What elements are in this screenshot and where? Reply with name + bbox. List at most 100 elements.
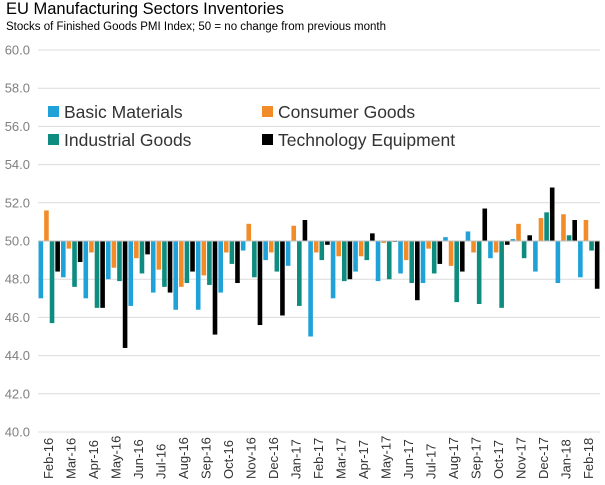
- bar-basic-materials: [240, 241, 246, 251]
- y-tick-label: 50.0: [5, 234, 30, 249]
- bar-industrial-goods: [476, 241, 482, 305]
- bar-consumer-goods: [538, 218, 544, 241]
- bar-basic-materials: [533, 241, 538, 272]
- y-tick-label: 58.0: [5, 81, 30, 96]
- bar-basic-materials: [218, 241, 223, 293]
- bar-technology-equipment: [257, 241, 263, 326]
- bar-technology-equipment: [122, 241, 128, 348]
- bar-basic-materials: [308, 241, 313, 337]
- x-tick-label: Dec-17: [536, 437, 551, 479]
- bar-consumer-goods: [561, 214, 566, 241]
- bar-basic-materials: [128, 241, 134, 306]
- bar-technology-equipment: [370, 233, 375, 241]
- bar-basic-materials: [263, 241, 268, 261]
- x-tick-label: Jun-16: [131, 439, 146, 479]
- x-tick-label: Jun-17: [401, 439, 416, 479]
- bar-consumer-goods: [516, 223, 521, 241]
- bar-basic-materials: [398, 241, 403, 274]
- bar-technology-equipment: [572, 219, 577, 241]
- bar-technology-equipment: [167, 241, 173, 293]
- x-tick-label: Oct-17: [491, 440, 506, 479]
- x-tick-label: Feb-16: [41, 438, 56, 479]
- bar-basic-materials: [38, 241, 44, 299]
- bar-industrial-goods: [252, 241, 257, 278]
- bars: [38, 187, 600, 348]
- bar-technology-equipment: [482, 208, 488, 241]
- bar-industrial-goods: [184, 241, 190, 284]
- bar-consumer-goods: [179, 241, 184, 287]
- bar-basic-materials: [173, 241, 179, 310]
- bar-industrial-goods: [319, 241, 325, 261]
- bar-basic-materials: [150, 241, 156, 293]
- bar-consumer-goods: [426, 241, 431, 249]
- bar-industrial-goods: [364, 241, 370, 261]
- bar-technology-equipment: [459, 241, 465, 272]
- bar-technology-equipment: [504, 241, 510, 245]
- bar-consumer-goods: [493, 241, 499, 253]
- legend-swatch-consumer-goods: [262, 106, 273, 117]
- bar-industrial-goods: [589, 241, 594, 251]
- x-tick-label: Aug-17: [446, 437, 461, 479]
- bar-industrial-goods: [454, 241, 459, 303]
- x-tick-label: Apr-17: [356, 440, 371, 479]
- bar-technology-equipment: [235, 241, 240, 284]
- y-tick-label: 44.0: [5, 348, 30, 363]
- x-tick-label: Sep-17: [468, 437, 483, 479]
- x-tick-label: May-17: [378, 436, 393, 479]
- x-tick-label: Mar-17: [333, 438, 348, 479]
- bar-technology-equipment: [280, 241, 285, 316]
- bar-basic-materials: [420, 241, 426, 284]
- bar-consumer-goods: [403, 241, 409, 261]
- bar-technology-equipment: [77, 241, 83, 263]
- bar-industrial-goods: [139, 241, 145, 274]
- bar-industrial-goods: [499, 241, 504, 308]
- bar-consumer-goods: [156, 241, 162, 270]
- chart-title: EU Manufacturing Sectors Inventories: [6, 0, 284, 18]
- bar-industrial-goods: [162, 241, 167, 287]
- bar-technology-equipment: [190, 241, 195, 272]
- y-tick-label: 60.0: [5, 43, 30, 58]
- bar-industrial-goods: [274, 241, 280, 272]
- bar-basic-materials: [330, 241, 336, 299]
- legend-label-basic-materials: Basic Materials: [64, 102, 183, 122]
- bar-consumer-goods: [471, 241, 476, 253]
- x-tick-label: Feb-18: [581, 438, 596, 479]
- x-tick-label: Mar-16: [64, 438, 79, 479]
- x-tick-label: Dec-16: [266, 437, 281, 479]
- bar-industrial-goods: [297, 241, 302, 306]
- bar-technology-equipment: [145, 241, 150, 255]
- bar-consumer-goods: [381, 241, 386, 243]
- chart-subtitle: Stocks of Finished Goods PMI Index; 50 =…: [6, 21, 387, 33]
- bar-basic-materials: [510, 239, 516, 241]
- legend: Basic Materials Consumer Goods Industrial …: [48, 102, 455, 150]
- bar-consumer-goods: [358, 241, 364, 257]
- bar-consumer-goods: [313, 241, 319, 253]
- y-tick-label: 40.0: [5, 425, 30, 440]
- bar-basic-materials: [555, 241, 561, 284]
- legend-swatch-basic-materials: [48, 106, 59, 117]
- bar-technology-equipment: [55, 241, 60, 272]
- x-tick-label: Oct-16: [221, 440, 236, 479]
- legend-label-technology-equipment: Technology Equipment: [278, 130, 455, 150]
- bar-consumer-goods: [66, 241, 72, 249]
- bar-consumer-goods: [44, 210, 49, 241]
- bar-consumer-goods: [111, 241, 117, 268]
- y-tick-label: 48.0: [5, 272, 30, 287]
- bar-industrial-goods: [386, 241, 392, 280]
- bar-basic-materials: [353, 241, 358, 272]
- bar-consumer-goods: [291, 225, 297, 241]
- y-tick-label: 42.0: [5, 386, 30, 401]
- bar-consumer-goods: [268, 241, 274, 253]
- bar-basic-materials: [61, 241, 66, 278]
- bar-technology-equipment: [549, 187, 555, 241]
- legend-label-consumer-goods: Consumer Goods: [278, 102, 415, 122]
- x-tick-label: May-16: [109, 436, 124, 479]
- bar-basic-materials: [488, 241, 493, 259]
- bar-basic-materials: [465, 231, 471, 241]
- axes: 40.0 42.0 44.0 46.0 48.0 50.0 52.0 54.0 56.0 58.0…: [5, 43, 600, 479]
- bar-basic-materials: [195, 241, 201, 310]
- bar-technology-equipment: [415, 241, 420, 301]
- bar-basic-materials: [375, 241, 381, 282]
- x-tick-label: Jan-18: [558, 439, 573, 479]
